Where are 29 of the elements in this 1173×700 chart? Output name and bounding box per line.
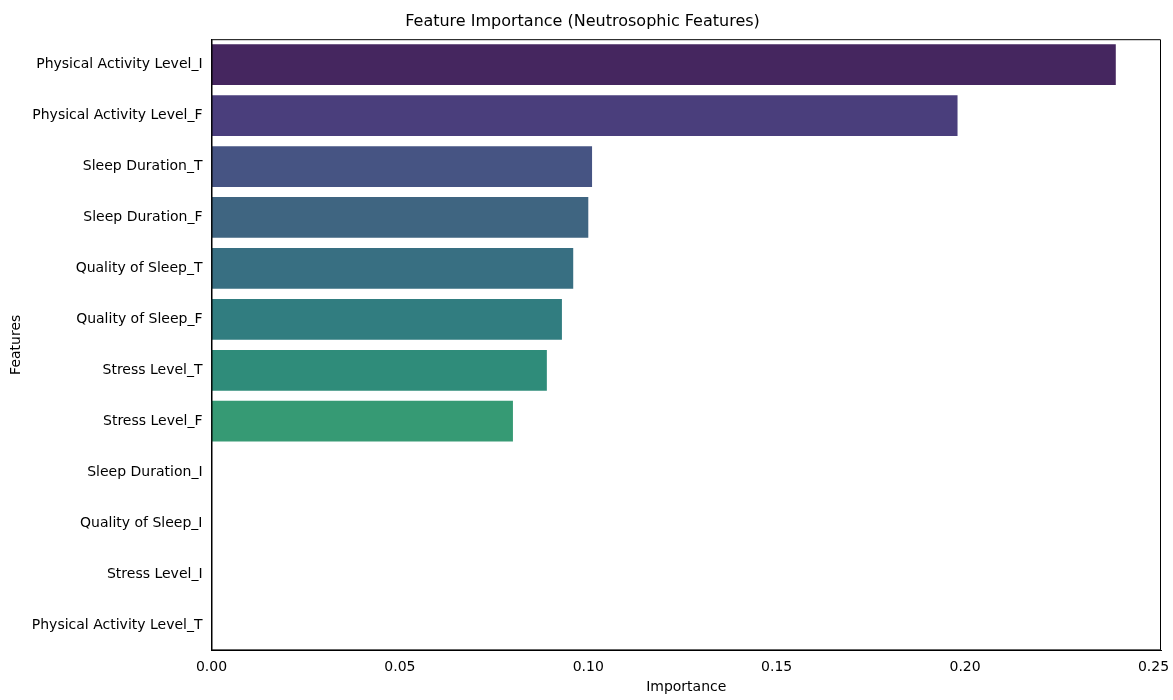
x-tick-label: 0.05 <box>384 658 416 675</box>
x-tick-label: 0.25 <box>1137 658 1170 675</box>
x-tick-label: 0.20 <box>949 658 981 675</box>
y-tick-label: Physical Activity Level_F <box>32 106 203 123</box>
y-tick-label: Stress Level_I <box>106 564 203 581</box>
bar <box>211 349 547 391</box>
y-tick-label: Physical Activity Level_T <box>31 615 203 632</box>
bar <box>211 197 589 238</box>
y-tick-label: Sleep Duration_T <box>82 157 203 174</box>
bar <box>211 146 593 187</box>
bar <box>211 248 574 289</box>
bar <box>211 298 562 340</box>
y-tick-label: Quality of Sleep_I <box>80 513 203 530</box>
y-tick-label: Quality of Sleep_T <box>75 259 203 276</box>
x-tick-label: 0.10 <box>572 658 604 675</box>
bar <box>211 95 958 136</box>
x-axis-title: Importance <box>646 678 727 695</box>
y-tick-label: Stress Level_T <box>102 360 203 377</box>
chart-title: Feature Importance (Neutrosophic Features) <box>405 10 760 30</box>
x-tick-label: 0.15 <box>761 658 793 675</box>
y-tick-label: Stress Level_F <box>103 411 203 428</box>
bar <box>211 44 1116 86</box>
y-tick-label: Physical Activity Level_I <box>36 55 203 72</box>
y-tick-label: Sleep Duration_F <box>83 208 203 225</box>
y-tick-label: Sleep Duration_I <box>87 462 203 479</box>
bar <box>211 400 513 442</box>
y-tick-label: Quality of Sleep_F <box>76 309 203 326</box>
x-tick-label: 0.00 <box>195 658 228 675</box>
y-axis-title: Features <box>7 314 24 375</box>
